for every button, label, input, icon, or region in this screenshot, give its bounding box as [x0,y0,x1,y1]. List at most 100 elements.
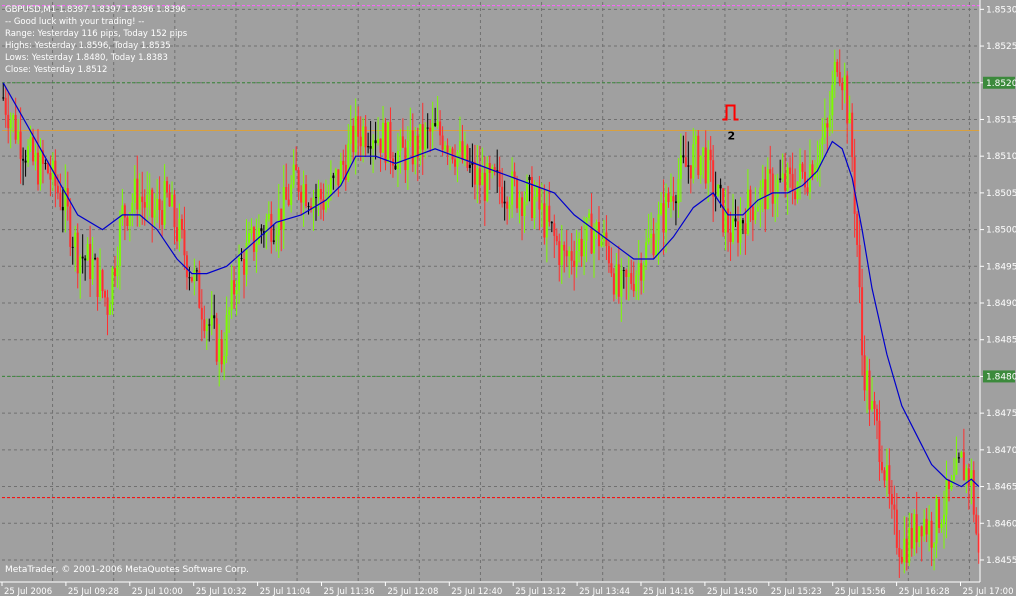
candle-body [483,172,486,201]
candle-body [724,208,727,233]
candle-body [583,240,586,257]
price-tick-label: 1.8505 [986,189,1016,199]
candle-body [766,169,769,210]
candle-body [553,223,556,236]
price-tick-label: 1.8485 [986,336,1016,346]
candle-body [444,145,447,150]
candle-body [826,123,829,128]
candle-body [486,163,489,201]
candle-body [322,199,325,210]
candle-body [950,479,953,489]
candle-body [7,114,10,129]
candle-body [220,339,223,365]
candle-body [113,268,116,277]
candle-body [580,238,583,257]
candle-body [94,257,97,260]
candle-body [828,115,831,128]
candle-body [823,123,826,138]
candle-body [739,220,742,243]
candle-body [712,160,715,197]
candle-body [34,152,37,162]
time-tick-label: 25 Jul 13:12 [515,587,566,596]
candle-body [493,167,496,173]
candle-body [555,235,558,242]
candle-body [853,157,856,214]
price-tick-label: 1.8515 [986,115,1016,125]
time-axis[interactable]: 25 Jul 2006 25 Jul 09:28 25 Jul 10:00 25 Ju… [0,581,1013,596]
candle-body [779,178,782,180]
candle-body [233,280,236,295]
price-axis[interactable]: 1.8530 1.8525 1.8520 1.8515 1.8510 1.8505 1.85… [979,0,1016,582]
candle-body [377,138,380,144]
candle-body [419,124,422,158]
candle-body [394,165,397,170]
candle-body [307,206,310,208]
candle-body [630,273,633,284]
greeting-line: -- Good luck with your trading! -- [5,17,145,27]
candle-body [158,198,161,211]
candle-body [74,232,77,248]
candle-body [138,196,141,210]
chart-grid [2,2,980,582]
time-tick-label: 25 Jul 12:40 [451,587,502,596]
candle-body [414,135,417,165]
candle-body [821,137,824,145]
candle-body [538,186,541,210]
candle-body [895,509,898,548]
candle-body [550,221,553,224]
candle-body [409,130,412,142]
price-tick-label: 1.8475 [986,409,1016,419]
candle-body [116,265,119,277]
candle-body [451,148,454,160]
candle-body [880,461,883,471]
candle-body [625,270,628,277]
candle-body [213,315,216,319]
time-tick-label: 25 Jul 12:08 [387,587,438,596]
candle-body [923,518,926,537]
candle-body [863,355,866,391]
candle-body [563,244,566,251]
candle-body [622,270,625,272]
candle-body [79,256,82,274]
candle-body [312,197,315,210]
candle-body [890,493,893,505]
candle-body [699,155,702,176]
close-line: Close: Yesterday 1.8512 [5,65,108,75]
candle-body [744,223,747,234]
candle-body [310,206,313,210]
candle-body [694,135,697,145]
candle-body [945,479,948,515]
candle-body [354,116,357,153]
candle-body [687,165,690,167]
candle-body [682,155,685,158]
candle-body [560,244,563,266]
candle-body [270,213,273,242]
candle-body [771,173,774,204]
candle-body [240,258,243,260]
candle-body [655,240,658,256]
candle-body [454,159,457,167]
candle-body [667,193,670,203]
candle-body [905,538,908,563]
candle-body [424,127,427,150]
candle-body [434,123,437,126]
candle-body [689,165,692,179]
candle-body [620,270,623,297]
candle-body [471,161,474,165]
candle-body [24,160,27,163]
candle-body [938,498,941,528]
candle-body [875,408,878,421]
candle-body [615,264,618,295]
candle-body [190,277,193,282]
candle-body [707,149,710,184]
candle-body [362,126,365,147]
candle-body [168,192,171,207]
candle-body [384,122,387,163]
candle-body [600,241,603,247]
candle-body [831,84,834,116]
candle-body [49,173,52,180]
candle-body [347,143,350,180]
candle-body [439,121,442,136]
